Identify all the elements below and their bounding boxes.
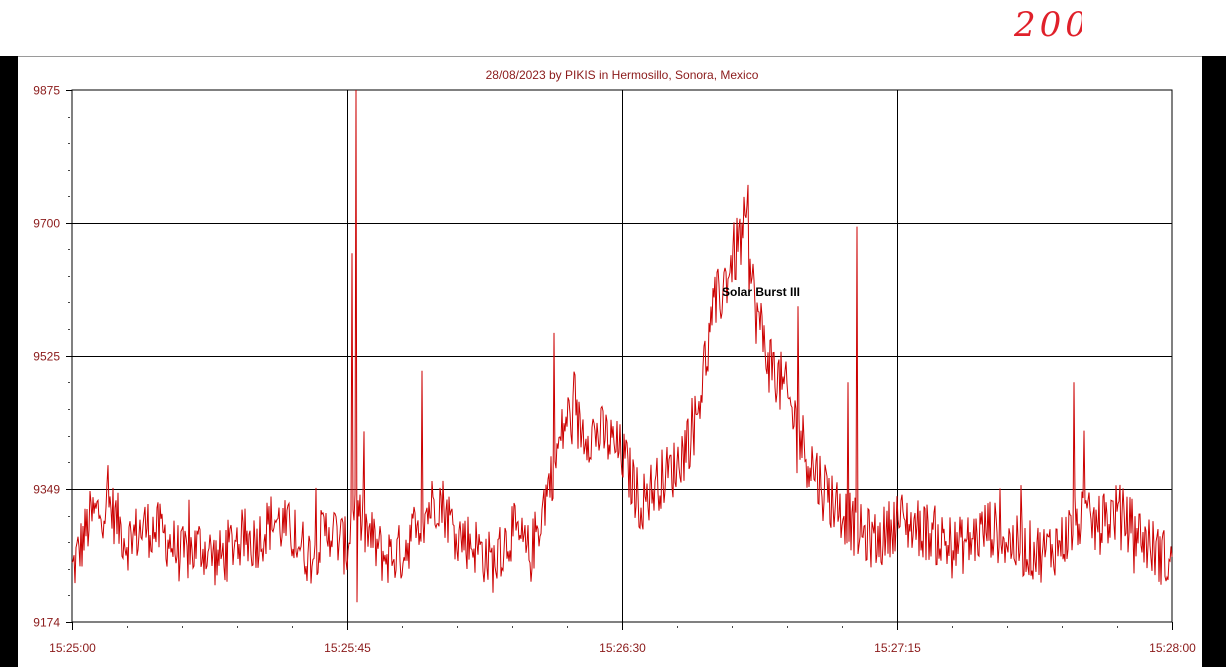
x-tick-label: 15:28:00 bbox=[1149, 641, 1196, 655]
y-tick-label: 9349 bbox=[33, 483, 60, 497]
handwritten-annotation-text: 200 bbox=[1013, 5, 1082, 45]
y-axis-ticks: 9875 9700 9525 9349 9174 bbox=[33, 84, 72, 630]
chart-title: 28/08/2023 by PIKIS in Hermosillo, Sonor… bbox=[486, 68, 759, 82]
handwritten-annotation: 200 bbox=[1013, 5, 1082, 45]
window-left-border bbox=[0, 56, 18, 667]
x-tick-label: 15:26:30 bbox=[599, 641, 646, 655]
window-right-border bbox=[1202, 56, 1226, 667]
x-tick-label: 15:27:15 bbox=[874, 641, 921, 655]
signal-series-line bbox=[71, 89, 1173, 603]
y-tick-label: 9875 bbox=[33, 84, 60, 98]
annotation-solar-burst: Solar Burst III bbox=[722, 285, 800, 299]
x-axis-ticks: 15:25:00 15:25:45 15:26:30 15:27:15 15:28:00 bbox=[49, 622, 1196, 655]
y-tick-label: 9174 bbox=[33, 616, 60, 630]
x-tick-label: 15:25:00 bbox=[49, 641, 96, 655]
y-tick-label: 9700 bbox=[33, 217, 60, 231]
grid-lines bbox=[72, 90, 1172, 622]
series-layer bbox=[71, 89, 1173, 603]
y-tick-label: 9525 bbox=[33, 350, 60, 364]
x-tick-label: 15:25:45 bbox=[324, 641, 371, 655]
